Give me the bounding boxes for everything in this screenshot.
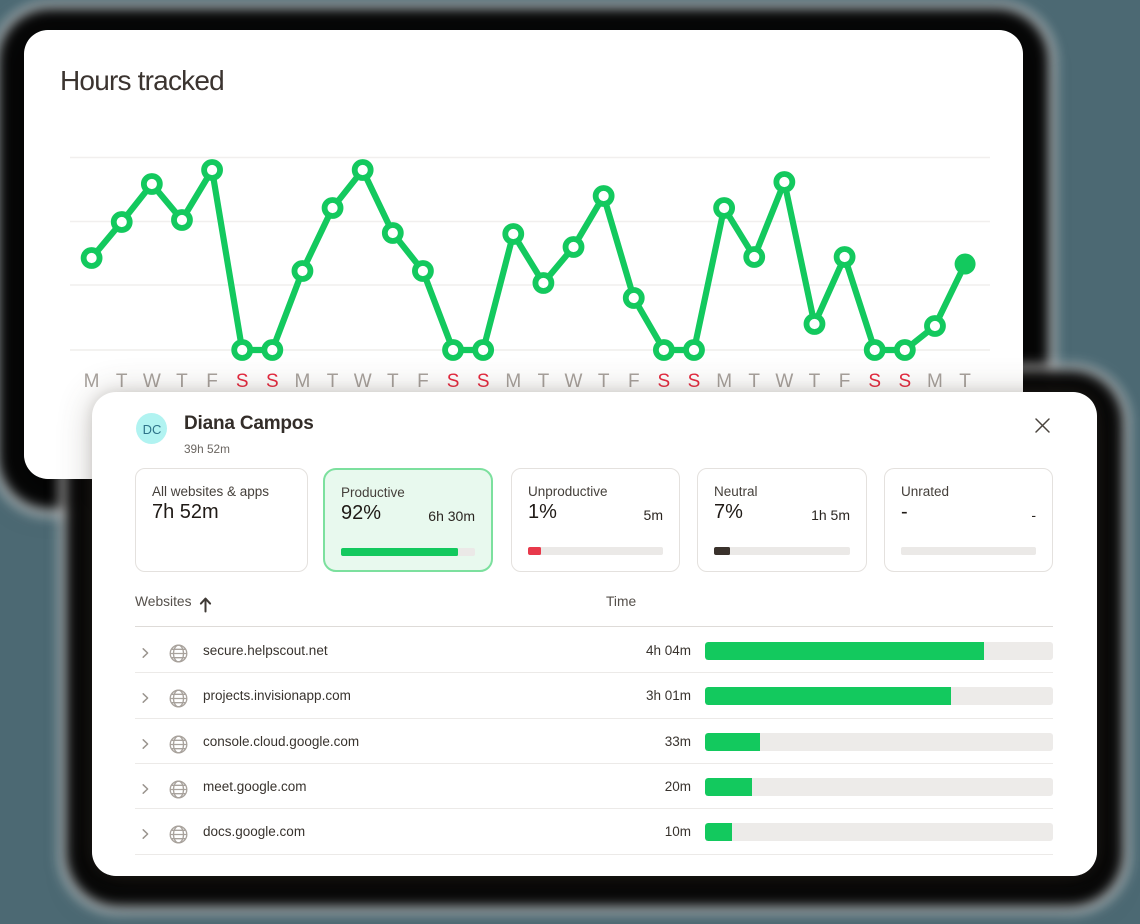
svg-text:W: W bbox=[354, 371, 372, 392]
svg-text:W: W bbox=[775, 371, 793, 392]
svg-text:S: S bbox=[447, 371, 460, 392]
svg-text:F: F bbox=[839, 371, 851, 392]
svg-text:M: M bbox=[716, 371, 732, 392]
svg-text:S: S bbox=[477, 371, 490, 392]
svg-text:M: M bbox=[505, 371, 521, 392]
svg-text:W: W bbox=[143, 371, 161, 392]
svg-text:F: F bbox=[417, 371, 429, 392]
svg-text:T: T bbox=[116, 371, 128, 392]
svg-text:M: M bbox=[295, 371, 311, 392]
svg-text:S: S bbox=[236, 371, 249, 392]
svg-text:S: S bbox=[898, 371, 911, 392]
svg-text:T: T bbox=[959, 371, 971, 392]
svg-text:S: S bbox=[658, 371, 671, 392]
svg-text:T: T bbox=[176, 371, 188, 392]
svg-text:M: M bbox=[84, 371, 100, 392]
svg-text:W: W bbox=[565, 371, 583, 392]
svg-text:T: T bbox=[538, 371, 550, 392]
svg-text:T: T bbox=[809, 371, 821, 392]
svg-text:S: S bbox=[868, 371, 881, 392]
svg-text:S: S bbox=[266, 371, 279, 392]
svg-text:S: S bbox=[688, 371, 701, 392]
svg-text:T: T bbox=[748, 371, 760, 392]
svg-text:T: T bbox=[387, 371, 399, 392]
svg-text:T: T bbox=[327, 371, 339, 392]
svg-text:F: F bbox=[206, 371, 218, 392]
svg-text:T: T bbox=[598, 371, 610, 392]
svg-text:F: F bbox=[628, 371, 640, 392]
svg-text:M: M bbox=[927, 371, 943, 392]
